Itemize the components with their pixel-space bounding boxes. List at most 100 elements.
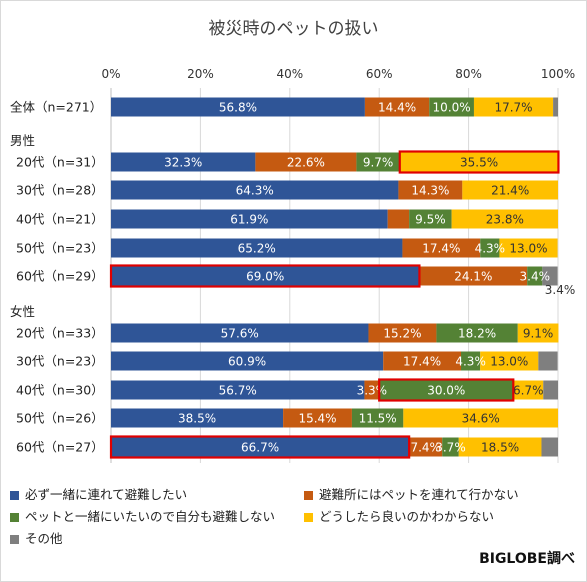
data-label: 56.8% <box>219 101 257 115</box>
legend-swatch <box>10 491 19 500</box>
data-label: 65.2% <box>238 242 276 256</box>
bar-segment <box>111 152 256 172</box>
data-label: 17.7% <box>494 101 532 115</box>
data-label: 11.5% <box>359 412 397 426</box>
bar-segment <box>542 266 558 286</box>
bar-segment <box>379 380 514 400</box>
source-note: BIGLOBE調べ <box>479 551 575 567</box>
x-tick-label: 100% <box>541 67 575 81</box>
bar-segment <box>111 97 365 117</box>
data-label: 15.4% <box>298 412 336 426</box>
bar-segment <box>541 437 558 457</box>
bar-segment <box>436 323 518 343</box>
data-label: 7.4% <box>410 441 441 455</box>
bar-segment <box>458 437 542 457</box>
category-label: 20代（n=33） <box>16 326 104 341</box>
x-tick-label: 20% <box>187 67 214 81</box>
category-label: 50代（n=23） <box>16 241 104 256</box>
bar-segment <box>409 209 452 229</box>
bar-segment <box>527 266 543 286</box>
category-label: 60代（n=27） <box>16 440 104 455</box>
legend-label: その他 <box>25 531 63 546</box>
data-label: 4.3% <box>475 242 506 256</box>
data-label: 35.5% <box>460 156 498 170</box>
data-label: 21.4% <box>491 184 529 198</box>
highlight-box <box>378 378 515 402</box>
data-label: 3.4% <box>520 270 551 284</box>
legend-item-series-0: 必ず一緒に連れて避難したい <box>10 484 187 503</box>
data-label: 17.4% <box>422 242 460 256</box>
legend-label: 必ず一緒に連れて避難したい <box>25 487 188 502</box>
data-label: 24.1% <box>454 270 492 284</box>
data-label: 18.2% <box>458 327 496 341</box>
category-label: 50代（n=26） <box>16 411 104 426</box>
data-label: 4.3% <box>455 355 486 369</box>
data-label: 9.5% <box>415 213 446 227</box>
data-label: 30.0% <box>427 384 465 398</box>
data-label: 13.0% <box>509 242 547 256</box>
bar-segment <box>442 437 459 457</box>
category-label: 30代（n=23） <box>16 354 104 369</box>
bar-segment <box>111 266 420 286</box>
legend-item-series-2: ペットと一緒にいたいので自分も避難しない <box>10 506 275 525</box>
category-label: 全体（n=271） <box>10 100 102 115</box>
bar-segment <box>111 408 284 428</box>
highlight-box <box>109 264 421 288</box>
data-label: 64.3% <box>236 184 274 198</box>
bar-segment <box>399 152 559 172</box>
data-label: 18.5% <box>481 441 519 455</box>
data-label: 38.5% <box>178 412 216 426</box>
data-label: 66.7% <box>241 441 279 455</box>
bar-segment <box>517 323 559 343</box>
bar-segment <box>409 437 443 457</box>
data-label: 69.0% <box>246 270 284 284</box>
data-label: 17.4% <box>403 355 441 369</box>
data-label: 3.7% <box>435 441 466 455</box>
group-label: 男性 <box>10 133 35 148</box>
legend-label: 避難所にはペットを連れて行かない <box>319 487 519 502</box>
bar-segment <box>543 380 558 400</box>
data-label: 57.6% <box>221 327 259 341</box>
bar-segment <box>419 266 528 286</box>
bar-segment <box>473 97 554 117</box>
legend-label: どうしたら良いのかわからない <box>319 509 495 524</box>
bar-segment <box>480 238 500 258</box>
bar-segment <box>111 351 384 371</box>
data-label: 14.3% <box>411 184 449 198</box>
bar-segment <box>513 380 544 400</box>
bar-segment <box>451 209 558 229</box>
bar-segment <box>553 97 558 117</box>
bar-segment <box>111 180 399 200</box>
bar-segment <box>461 351 481 371</box>
x-tick-label: 60% <box>366 67 393 81</box>
data-label: 14.4% <box>378 101 416 115</box>
bar-segment <box>283 408 352 428</box>
legend-item-series-1: 避難所にはペットを連れて行かない <box>304 484 519 503</box>
category-label: 20代（n=31） <box>16 155 104 170</box>
bar-segment <box>364 380 380 400</box>
bar-segment <box>111 437 410 457</box>
bar-segment <box>111 209 388 229</box>
data-label: 3.3% <box>357 384 388 398</box>
bar-segment <box>402 238 481 258</box>
bar-segment <box>364 97 430 117</box>
category-label: 40代（n=21） <box>16 212 104 227</box>
bar-segment <box>255 152 357 172</box>
group-label: 女性 <box>10 304 35 319</box>
legend-swatch <box>304 491 313 500</box>
legend-item-series-4: その他 <box>10 528 63 547</box>
data-label: 3.4% <box>545 283 576 297</box>
category-label: 40代（n=30） <box>16 383 104 398</box>
category-label: 30代（n=28） <box>16 183 104 198</box>
data-label: 22.6% <box>287 156 325 170</box>
data-label: 32.3% <box>164 156 202 170</box>
data-label: 13.0% <box>490 355 528 369</box>
legend-swatch <box>10 535 19 544</box>
bar-segment <box>111 323 369 343</box>
x-tick-label: 80% <box>455 67 482 81</box>
category-label: 60代（n=29） <box>16 269 104 284</box>
legend-item-series-3: どうしたら良いのかわからない <box>304 506 494 525</box>
data-label: 15.2% <box>383 327 421 341</box>
data-label: 56.7% <box>219 384 257 398</box>
